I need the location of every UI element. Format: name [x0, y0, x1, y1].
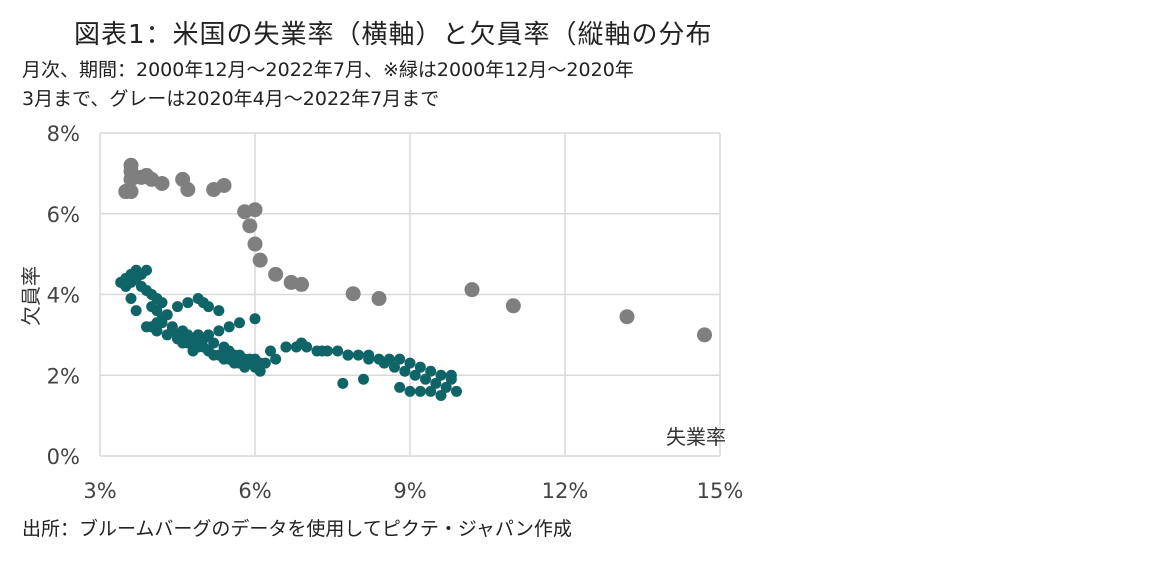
- green-point: [394, 381, 406, 393]
- green-point: [172, 301, 183, 313]
- green-point: [213, 305, 225, 317]
- y-tick-label: 0%: [47, 445, 80, 469]
- chart-subtitle-line2: 3月まで、グレーは2020年4月～2022年7月まで: [22, 88, 440, 110]
- green-point: [151, 317, 163, 329]
- green-point: [358, 373, 369, 385]
- green-point: [182, 337, 194, 349]
- green-point: [414, 385, 426, 397]
- y-tick-label: 8%: [47, 122, 80, 146]
- gray-series: [118, 157, 712, 343]
- green-point: [435, 369, 447, 381]
- green-point: [352, 349, 364, 361]
- green-point: [296, 337, 307, 349]
- y-tick-label: 4%: [47, 284, 80, 308]
- chart-subtitle-line1: 月次、期間：2000年12月～2022年7月、※緑は2000年12月～2020年: [22, 59, 634, 81]
- x-tick-label: 12%: [542, 479, 589, 503]
- green-point: [125, 293, 137, 305]
- green-point: [451, 385, 462, 397]
- green-point: [213, 325, 225, 337]
- green-point: [172, 333, 183, 345]
- green-point: [404, 357, 416, 369]
- gray-point: [252, 252, 268, 268]
- green-point: [430, 377, 442, 389]
- green-point: [249, 313, 261, 325]
- green-point: [425, 365, 437, 377]
- gray-point: [175, 171, 191, 187]
- y-axis-label: 欠員率: [19, 266, 43, 326]
- gray-point: [619, 309, 635, 325]
- green-point: [363, 353, 375, 365]
- green-point: [265, 345, 276, 357]
- gray-point: [283, 274, 299, 290]
- chart-title: 図表1：米国の失業率（横軸）と欠員率（縦軸の分布: [74, 20, 713, 50]
- gray-point: [505, 298, 521, 314]
- green-point: [130, 305, 142, 317]
- gray-point: [118, 184, 134, 200]
- green-series: [115, 264, 462, 401]
- gray-point: [697, 327, 712, 343]
- green-point: [394, 353, 406, 365]
- tick-labels: 0% 2% 4% 6% 8% 3% 6% 9% 12% 15%: [47, 122, 744, 503]
- x-tick-label: 15%: [697, 479, 744, 503]
- green-point: [425, 385, 437, 397]
- gridlines: [99, 132, 721, 457]
- green-point: [203, 329, 214, 341]
- gray-point: [123, 171, 139, 187]
- green-point: [161, 329, 173, 341]
- green-point: [440, 381, 452, 393]
- green-point: [409, 369, 421, 381]
- green-point: [151, 305, 163, 317]
- gray-point: [242, 218, 258, 234]
- green-point: [399, 365, 411, 377]
- green-point: [404, 385, 416, 397]
- green-point: [208, 337, 220, 349]
- green-point: [378, 357, 390, 369]
- green-point: [332, 345, 344, 357]
- green-point: [182, 297, 194, 309]
- green-point: [141, 321, 152, 333]
- source-note: 出所：ブルームバーグのデータを使用してピクテ・ジャパン作成: [22, 518, 572, 540]
- y-tick-label: 2%: [47, 364, 80, 388]
- x-tick-label: 6%: [238, 479, 271, 503]
- gray-point: [371, 291, 387, 307]
- green-point: [316, 345, 328, 357]
- x-tick-label: 9%: [393, 479, 426, 503]
- green-point: [420, 373, 431, 385]
- green-point: [342, 349, 354, 361]
- gray-point: [464, 282, 480, 298]
- green-point: [141, 264, 152, 276]
- data-points: [115, 157, 712, 401]
- green-point: [182, 329, 194, 341]
- green-point: [254, 365, 266, 377]
- gray-point: [206, 182, 222, 198]
- green-point: [337, 377, 349, 389]
- green-point: [130, 272, 142, 284]
- green-point: [414, 361, 426, 373]
- green-point: [234, 317, 245, 329]
- gray-point: [247, 236, 263, 252]
- green-point: [270, 353, 282, 365]
- x-tick-label: 3%: [83, 479, 116, 503]
- green-point: [156, 297, 168, 309]
- green-point: [192, 333, 204, 345]
- gray-point: [247, 202, 263, 218]
- x-axis-label: 失業率: [666, 425, 726, 449]
- gray-point: [268, 266, 284, 282]
- green-point: [389, 361, 400, 373]
- green-point: [166, 321, 178, 333]
- gray-point: [345, 286, 361, 302]
- green-point: [445, 369, 457, 381]
- green-point: [280, 341, 292, 353]
- green-point: [151, 325, 163, 337]
- green-point: [223, 321, 235, 333]
- green-point: [187, 345, 199, 357]
- green-point: [435, 389, 447, 401]
- green-point: [192, 293, 204, 305]
- green-point: [259, 357, 271, 369]
- y-tick-label: 6%: [47, 203, 80, 227]
